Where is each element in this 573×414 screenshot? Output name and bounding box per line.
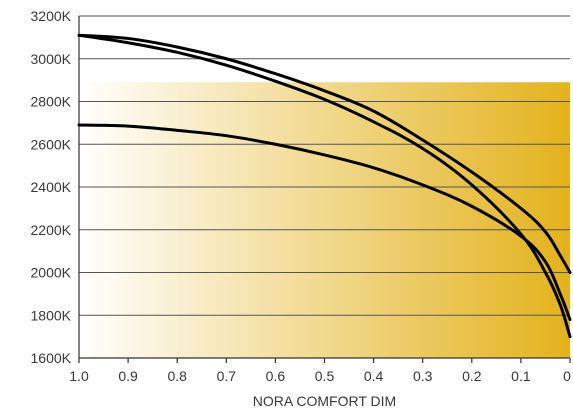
y-tick-label: 3200K (31, 8, 72, 24)
y-tick-label: 3000K (31, 51, 72, 67)
x-tick-label: 1.0 (69, 368, 89, 384)
x-tick-label: 0.6 (266, 368, 286, 384)
y-tick-label: 2000K (31, 265, 72, 281)
y-tick-label: 2200K (31, 222, 72, 238)
x-tick-label: 0.9 (118, 368, 138, 384)
y-tick-label: 2400K (31, 179, 72, 195)
x-axis-title: NORA COMFORT DIM (253, 393, 396, 409)
y-tick-label: 2600K (31, 136, 72, 152)
series-line-2 (77, 33, 572, 339)
series-line-1 (77, 33, 572, 274)
x-tick-label: 0.5 (315, 368, 335, 384)
x-tick-label: 0.7 (217, 368, 237, 384)
series-line-3 (77, 123, 572, 322)
y-tick-label: 2800K (31, 94, 72, 110)
x-tick-label: 0.1 (511, 368, 531, 384)
y-tick-label: 1600K (31, 350, 72, 366)
x-tick-label: 0.3 (413, 368, 433, 384)
x-tick-label: 0.4 (364, 368, 384, 384)
x-tick-label: 0.8 (167, 368, 187, 384)
x-tick-label: 0.2 (462, 368, 482, 384)
x-tick-label: 0 (563, 368, 571, 384)
y-tick-label: 1800K (31, 307, 72, 323)
